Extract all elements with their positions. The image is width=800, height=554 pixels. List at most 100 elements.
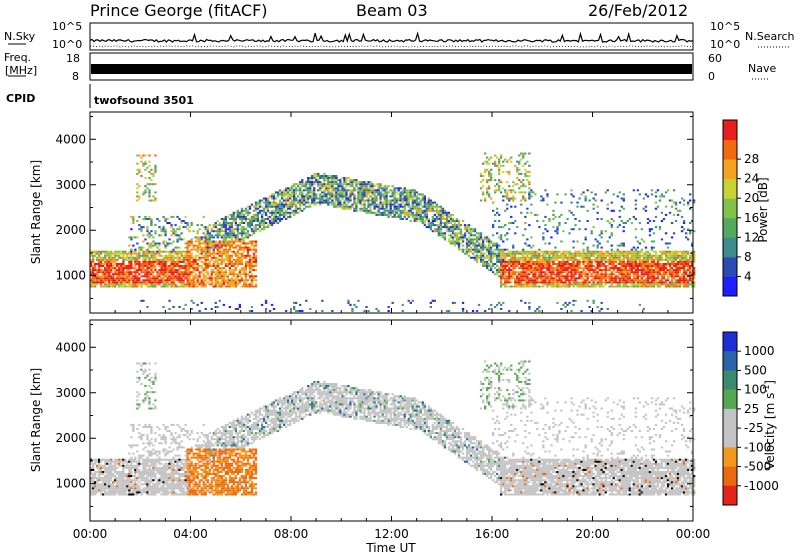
power-cell [142, 226, 145, 229]
power-cell [188, 250, 191, 253]
power-cell [419, 211, 422, 214]
power-cell [638, 222, 642, 224]
power-cell [262, 211, 266, 214]
power-cell [228, 242, 232, 245]
power-cell [624, 250, 628, 253]
power-cell [94, 254, 97, 257]
power-cell [528, 263, 531, 265]
power-cell [114, 260, 117, 263]
power-cell [600, 258, 603, 261]
power-cell [299, 191, 302, 194]
power-cell [92, 267, 95, 270]
power-cell [184, 277, 187, 280]
power-cell [256, 220, 260, 222]
power-cell [484, 246, 487, 249]
power-cell [242, 236, 246, 239]
power-cell [572, 273, 575, 276]
power-cell [512, 277, 515, 280]
power-cell [315, 193, 318, 196]
power-cell [504, 277, 507, 280]
power-cell [172, 281, 175, 284]
power-cell [570, 228, 573, 231]
power-cell [369, 199, 372, 202]
power-cell [102, 250, 105, 253]
power-cell [393, 193, 396, 196]
power-cell [180, 220, 183, 222]
power-cell [369, 209, 372, 212]
power-cell [329, 191, 332, 194]
power-cell [369, 207, 372, 210]
power-cell [289, 205, 292, 208]
power-cell [283, 189, 286, 192]
power-cell [118, 277, 121, 280]
power-cell [206, 240, 209, 243]
power-cell [106, 260, 109, 263]
power-cell [596, 306, 599, 308]
power-cell [164, 254, 167, 257]
power-cell [516, 260, 519, 263]
power-cell [311, 201, 314, 204]
power-cell [248, 224, 252, 227]
power-cell [486, 246, 489, 249]
power-cell [110, 281, 113, 284]
power-cell [502, 199, 505, 202]
power-cell [467, 228, 471, 231]
power-cell [152, 256, 155, 259]
power-cell [250, 279, 254, 282]
power-cell [445, 218, 449, 220]
power-cell [337, 193, 340, 196]
power-cell [494, 248, 497, 251]
power-cell [528, 283, 531, 286]
power-cell [180, 267, 183, 270]
power-cell [124, 277, 127, 280]
power-cell [246, 246, 250, 249]
power-cell [299, 303, 302, 306]
power-cell [192, 248, 195, 251]
power-cell [216, 252, 219, 255]
power-cell [500, 281, 503, 284]
power-cell [254, 228, 258, 231]
power-cell [188, 271, 191, 274]
power-cell [471, 228, 475, 231]
power-cell [335, 195, 338, 198]
power-cell [520, 158, 523, 161]
power-cell [646, 195, 650, 198]
power-cell [158, 234, 161, 237]
power-cell [321, 299, 324, 302]
power-cell [528, 193, 531, 196]
power-cell [502, 273, 505, 276]
power-cell [453, 244, 457, 247]
power-cell [473, 234, 477, 237]
power-cell [652, 240, 656, 243]
power-cell [283, 215, 286, 218]
power-cell [526, 179, 529, 182]
power-cell [270, 209, 274, 212]
power-cell [624, 254, 628, 257]
power-cell [160, 228, 163, 231]
power-cell [224, 238, 228, 241]
power-cell [110, 279, 113, 282]
power-cell [254, 209, 258, 212]
power-cell [616, 271, 619, 274]
power-cell [226, 265, 230, 267]
power-cell [560, 265, 563, 267]
power-cell [180, 238, 183, 241]
power-cell [327, 175, 330, 177]
power-cell [377, 205, 380, 208]
power-cell [226, 224, 230, 227]
power-cell [297, 310, 300, 312]
power-cell [210, 230, 213, 233]
power-cell [622, 222, 625, 224]
power-cell [479, 256, 483, 259]
power-cell [546, 265, 549, 267]
power-cell [148, 195, 151, 198]
power-cell [488, 195, 491, 198]
power-cell [421, 209, 425, 212]
power-cell [136, 258, 139, 261]
power-cell [550, 256, 553, 259]
power-cell [365, 183, 368, 186]
power-cell [299, 207, 302, 210]
power-cell [246, 265, 250, 267]
power-cell [150, 168, 153, 171]
power-cell [572, 267, 575, 270]
